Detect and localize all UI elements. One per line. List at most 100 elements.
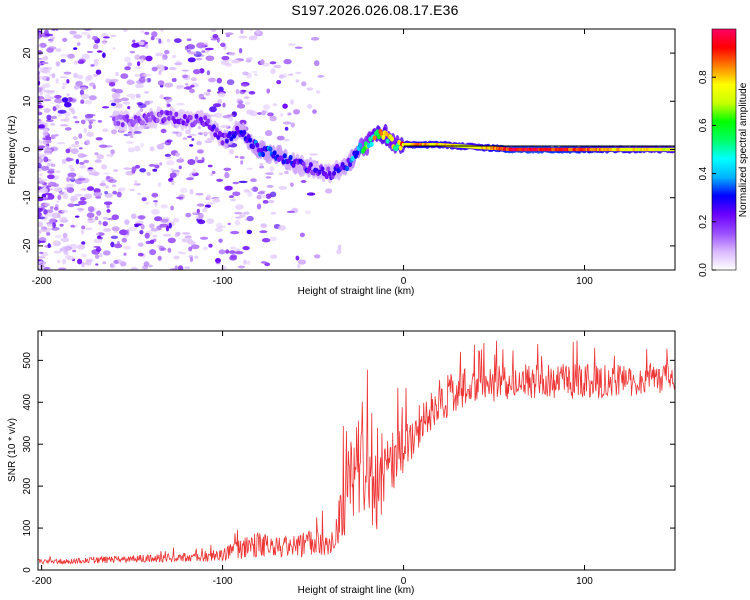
ridge-core	[384, 131, 389, 137]
ridge-core	[119, 114, 124, 120]
noise-blob	[50, 134, 56, 140]
ridge-core	[188, 115, 193, 121]
noise-blob	[106, 154, 114, 157]
noise-blob	[307, 104, 313, 109]
noise-blob	[240, 83, 249, 87]
noise-blob	[312, 109, 317, 114]
noise-blob	[74, 193, 83, 197]
noise-blob	[270, 68, 276, 75]
noise-blob	[301, 81, 307, 87]
noise-blob	[123, 252, 127, 256]
noise-blob	[111, 93, 121, 98]
noise-blob	[138, 103, 147, 108]
noise-blob	[80, 119, 86, 125]
noise-blob	[96, 232, 100, 236]
noise-blob	[164, 50, 170, 55]
noise-blob	[269, 166, 275, 172]
noise-blob	[151, 192, 159, 198]
noise-blob	[80, 188, 87, 191]
spectrogram-y-ticks: -20 -10 0 10 20	[22, 47, 675, 253]
noise-blob	[288, 73, 294, 76]
noise-blob	[159, 94, 164, 99]
y-tick-label: -10	[22, 190, 33, 205]
noise-blob	[38, 80, 41, 86]
noise-blob	[165, 96, 173, 103]
ridge-core	[174, 111, 179, 117]
noise-blob	[154, 201, 158, 207]
noise-blob	[165, 225, 170, 232]
noise-blob	[267, 112, 274, 117]
noise-blob	[59, 217, 68, 223]
noise-blob	[240, 160, 244, 165]
noise-blob	[242, 211, 250, 215]
noise-blob	[210, 38, 218, 41]
noise-blob	[187, 51, 197, 55]
noise-blob	[77, 60, 85, 65]
noise-blob	[230, 254, 238, 259]
noise-blob	[111, 129, 117, 135]
noise-blob	[79, 89, 85, 96]
noise-blob	[110, 235, 119, 239]
noise-blob	[143, 261, 150, 267]
ridge-core	[113, 120, 118, 126]
noise-blob	[145, 55, 153, 62]
noise-blob	[135, 83, 144, 89]
noise-blob	[205, 55, 215, 61]
noise-blob	[62, 232, 68, 238]
noise-blob	[148, 100, 154, 104]
noise-blob	[47, 243, 51, 249]
noise-blob	[169, 67, 177, 71]
ridge-core	[381, 134, 386, 140]
noise-blob	[38, 240, 41, 245]
noise-blob	[314, 254, 321, 259]
noise-blob	[113, 98, 122, 103]
noise-blob	[62, 37, 68, 43]
ridge-core	[120, 122, 125, 128]
noise-blob	[66, 93, 70, 97]
noise-blob	[115, 72, 119, 77]
x-tick-label: -200	[32, 576, 52, 587]
noise-blob	[182, 74, 188, 79]
noise-blob	[131, 166, 137, 172]
noise-blob	[151, 208, 160, 215]
ridge-core	[223, 132, 228, 138]
noise-blob	[247, 260, 251, 266]
noise-blob	[70, 224, 76, 228]
noise-blob	[38, 32, 42, 36]
noise-blob	[182, 137, 188, 140]
noise-blob	[49, 39, 54, 43]
noise-blob	[38, 124, 46, 129]
noise-blob	[125, 170, 135, 176]
noise-blob	[84, 227, 93, 230]
noise-blob	[38, 187, 41, 191]
noise-blob	[93, 238, 103, 244]
noise-blob	[59, 124, 69, 127]
noise-blob	[293, 109, 300, 115]
noise-blob	[49, 146, 59, 152]
noise-blob	[206, 202, 215, 205]
noise-blob	[96, 50, 103, 53]
noise-blob	[127, 147, 135, 153]
noise-blob	[229, 195, 234, 198]
noise-blob	[189, 88, 195, 94]
noise-blob	[149, 223, 155, 229]
noise-blob	[106, 209, 111, 213]
noise-blob	[55, 78, 59, 84]
ridge-core	[229, 136, 234, 142]
noise-blob	[47, 168, 55, 172]
noise-blob	[86, 74, 93, 81]
noise-blob	[226, 79, 235, 86]
noise-blob	[213, 112, 223, 118]
ridge-core	[213, 132, 218, 138]
noise-blob	[68, 164, 74, 169]
noise-blob	[101, 180, 106, 184]
noise-blob	[197, 125, 201, 130]
x-tick-label: 0	[401, 576, 407, 587]
noise-blob	[177, 265, 184, 270]
noise-blob	[154, 164, 160, 169]
noise-blob	[260, 59, 265, 65]
noise-blob	[67, 53, 75, 59]
noise-blob	[38, 139, 41, 144]
noise-blob	[145, 201, 150, 205]
noise-blob	[74, 224, 79, 227]
